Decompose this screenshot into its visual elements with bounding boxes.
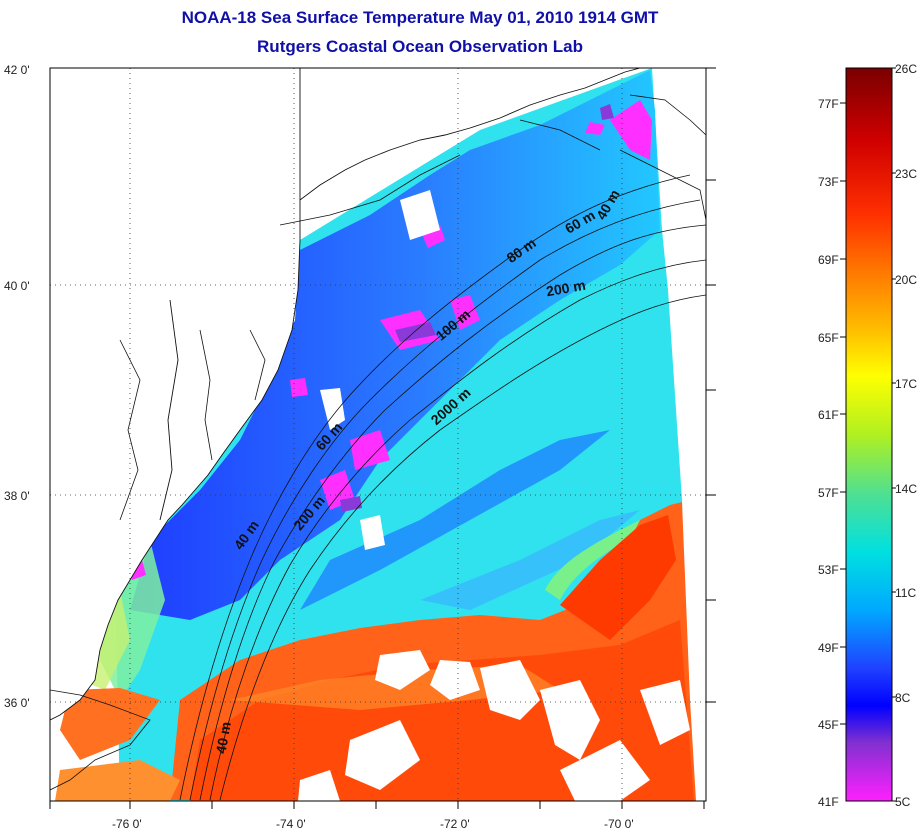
colorbar-fahrenheit-label: 57F: [818, 486, 839, 500]
colorbar-fahrenheit-label: 49F: [818, 641, 839, 655]
sst-field: [55, 68, 696, 801]
colorbar-fahrenheit-label: 69F: [818, 253, 839, 267]
lat-label: 40 0': [4, 279, 30, 293]
lon-label: -72 0': [440, 817, 470, 831]
lon-label: -74 0': [276, 817, 306, 831]
temperature-colorbar: 26C 23C 20C 17C 14C 11C 8C 5C 77F 73F 69…: [818, 62, 917, 809]
axis-ticks: [49, 67, 716, 809]
coastline: [50, 68, 641, 721]
map-title: NOAA-18 Sea Surface Temperature May 01, …: [181, 8, 659, 27]
colorbar-fahrenheit-label: 61F: [818, 408, 839, 422]
lon-label: -70 0': [604, 817, 634, 831]
lon-label: -76 0': [112, 817, 142, 831]
depth-label: 200 m: [545, 277, 587, 300]
colorbar-fahrenheit-label: 45F: [818, 718, 839, 732]
lat-label: 42 0': [4, 63, 30, 77]
map-border: [49, 67, 707, 802]
depth-label: 40 m: [213, 721, 234, 755]
colorbar-celsius-label: 14C: [895, 482, 917, 496]
colorbar-fahrenheit-label: 65F: [818, 331, 839, 345]
colorbar-fahrenheit-label: 53F: [818, 563, 839, 577]
colorbar-celsius-label: 17C: [895, 377, 917, 391]
colorbar-celsius-label: 20C: [895, 273, 917, 287]
colorbar-gradient: [845, 67, 893, 802]
lat-label: 36 0': [4, 696, 30, 710]
colorbar-fahrenheit-label: 73F: [818, 175, 839, 189]
colorbar-celsius-label: 26C: [895, 62, 917, 76]
lat-label: 38 0': [4, 489, 30, 503]
colorbar-celsius-label: 11C: [895, 586, 916, 600]
colorbar-fahrenheit-label: 41F: [818, 795, 839, 809]
bathymetry-contours: [179, 174, 706, 801]
colorbar-celsius-label: 8C: [895, 691, 911, 705]
lat-lon-grid: [50, 68, 706, 801]
map-subtitle: Rutgers Coastal Ocean Observation Lab: [257, 37, 583, 56]
colorbar-fahrenheit-label: 77F: [818, 97, 839, 111]
colorbar-celsius-label: 5C: [895, 795, 911, 809]
colorbar-celsius-label: 23C: [895, 167, 917, 181]
